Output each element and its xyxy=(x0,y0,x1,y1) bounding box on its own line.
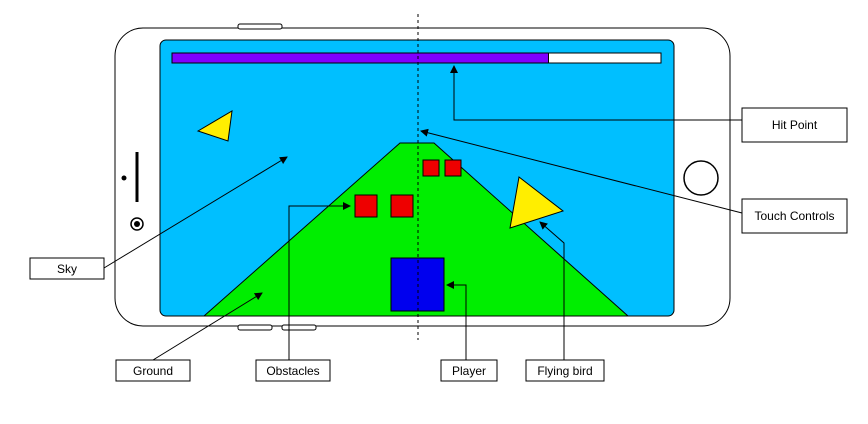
obstacle-far-left xyxy=(422,159,440,177)
callout-flying-bird xyxy=(539,221,565,360)
flying-bird xyxy=(509,176,565,229)
label-flying-bird: Flying bird xyxy=(525,359,605,382)
bird-small xyxy=(196,110,233,142)
label-flying-bird-text: Flying bird xyxy=(537,364,592,378)
callout-sky xyxy=(103,156,288,269)
label-touch-controls-text: Touch Controls xyxy=(754,209,834,223)
label-hit-point: Hit Point xyxy=(741,107,848,143)
phone-camera-lens xyxy=(134,221,140,227)
callout-touch-controls xyxy=(420,128,743,214)
label-ground: Ground xyxy=(115,359,191,382)
label-sky: Sky xyxy=(29,257,105,280)
callout-player xyxy=(446,281,467,360)
obstacle-near-left xyxy=(354,194,378,218)
callout-hit-point xyxy=(450,65,742,121)
label-touch-controls: Touch Controls xyxy=(741,198,848,234)
label-hit-point-text: Hit Point xyxy=(772,118,818,132)
obstacle-far-right xyxy=(444,159,462,177)
label-obstacles-text: Obstacles xyxy=(266,364,319,378)
hit-point-bar-fill xyxy=(171,52,549,64)
phone-bottom-button-left xyxy=(237,324,273,331)
label-player: Player xyxy=(440,359,498,382)
label-obstacles: Obstacles xyxy=(255,359,331,382)
callout-ground xyxy=(152,292,263,361)
obstacle-near-right xyxy=(390,194,414,218)
phone-sensor xyxy=(121,175,127,181)
callout-obstacles xyxy=(288,202,351,360)
phone-home-button[interactable] xyxy=(683,160,719,196)
label-player-text: Player xyxy=(452,364,486,378)
game-ground xyxy=(202,142,630,317)
label-sky-text: Sky xyxy=(57,262,77,276)
label-ground-text: Ground xyxy=(133,364,173,378)
phone-bottom-button-right xyxy=(281,324,317,331)
phone-top-button xyxy=(237,23,283,30)
